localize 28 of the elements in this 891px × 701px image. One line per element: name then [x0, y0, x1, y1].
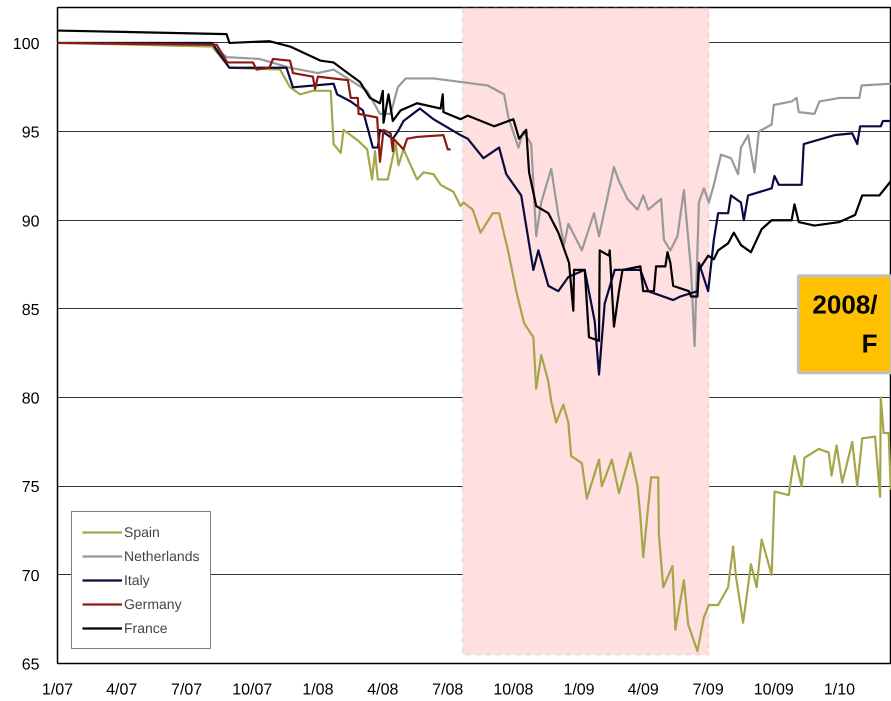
legend-label: France [124, 620, 168, 636]
x-tick-label: 4/09 [628, 682, 659, 698]
line-series [58, 42, 452, 163]
x-tick-label: 10/09 [754, 682, 794, 698]
y-tick-label: 95 [22, 124, 40, 142]
y-tick-label: 90 [22, 213, 40, 230]
x-tick-label: 10/07 [232, 682, 272, 698]
annotation: 2008/ F [812, 290, 878, 359]
y-tick-label: 80 [22, 390, 40, 408]
x-tick-label: 7/07 [171, 682, 202, 698]
legend-label: Netherlands [124, 548, 200, 564]
x-tick-label: 1/09 [563, 682, 595, 698]
legend-label: Spain [124, 524, 160, 540]
x-tick-label: 7/08 [432, 682, 464, 698]
y-tick-label: 100 [12, 36, 40, 53]
x-tick-label: 4/07 [106, 682, 138, 698]
legend-label: Germany [124, 596, 182, 612]
y-tick-label: 70 [22, 568, 40, 585]
y-tick-label: 65 [22, 656, 40, 674]
x-tick-label: 7/09 [692, 682, 724, 698]
y-tick-label: 75 [22, 479, 40, 496]
x-tick-label: 1/08 [302, 682, 334, 698]
y-tick-label: 85 [22, 302, 40, 319]
legend-label: Italy [124, 572, 150, 588]
x-tick-label: 1/10 [824, 682, 856, 698]
x-tick-label: 10/08 [493, 682, 534, 698]
x-tick-label: 1/07 [42, 682, 74, 698]
x-tick-label: 4/08 [367, 682, 398, 698]
